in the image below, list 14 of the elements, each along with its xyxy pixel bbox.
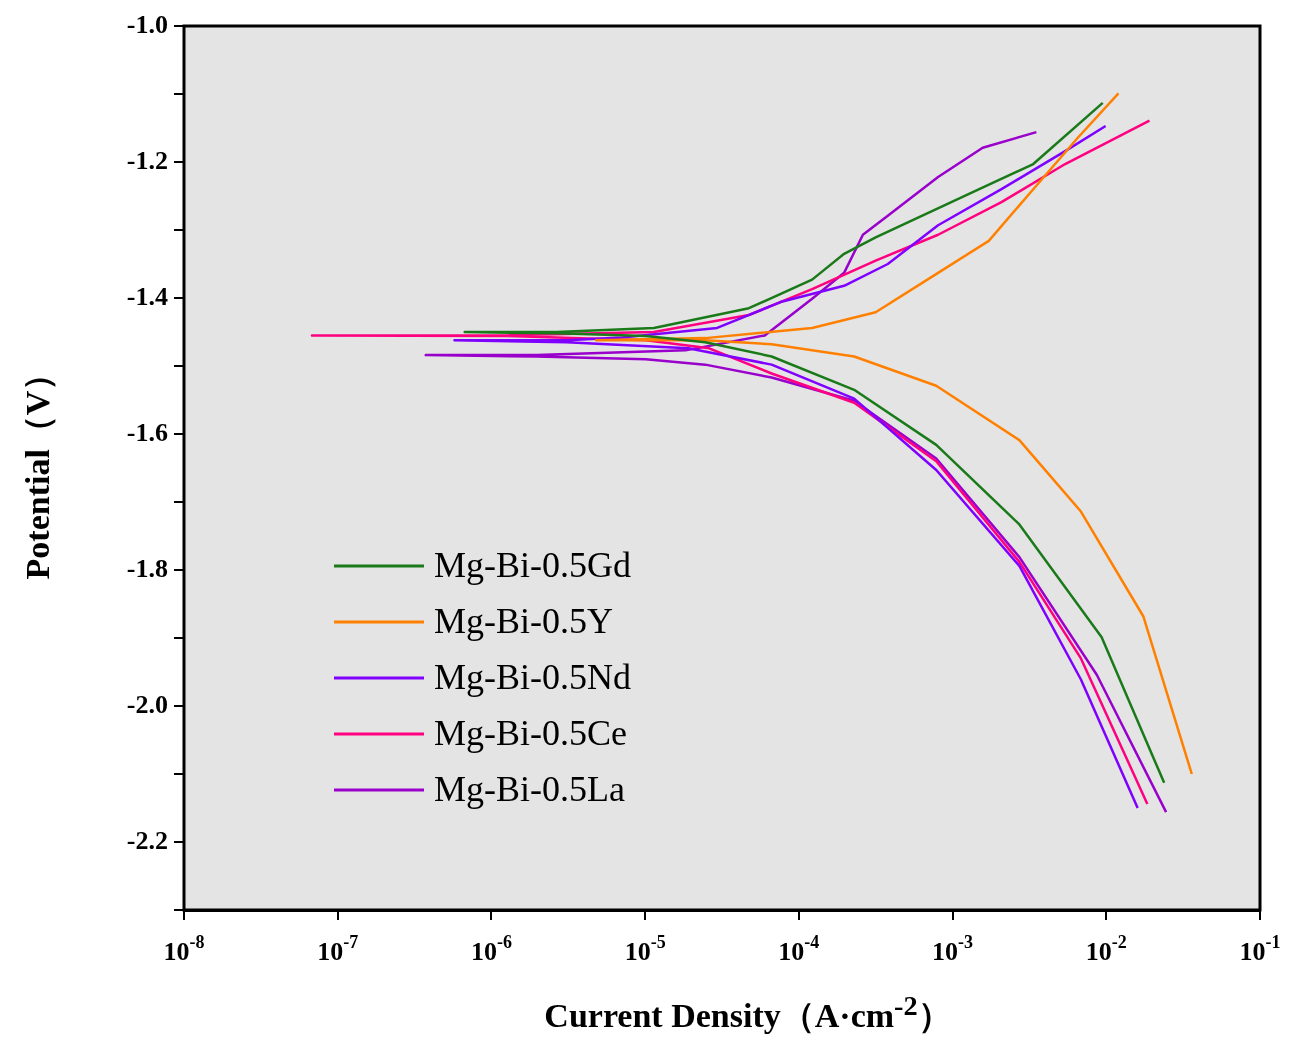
y-tick-label: -1.0 (126, 9, 168, 39)
y-tick-label: -1.8 (126, 553, 168, 583)
legend-label: Mg-Bi-0.5La (434, 769, 625, 810)
y-tick-label: -2.0 (126, 689, 168, 719)
y-tick-label: -2.2 (126, 825, 168, 855)
y-tick-label: -1.6 (126, 417, 168, 447)
legend-label: Mg-Bi-0.5Ce (434, 713, 627, 754)
legend-label: Mg-Bi-0.5Y (434, 601, 613, 642)
y-tick-label: -1.2 (126, 145, 168, 175)
legend-label: Mg-Bi-0.5Gd (434, 545, 631, 586)
y-tick-label: -1.4 (126, 281, 168, 311)
legend-label: Mg-Bi-0.5Nd (434, 657, 631, 698)
y-axis-title: Potential（V） (18, 355, 57, 582)
x-axis-title: Current Density（A·cm$^{-2}$） (543, 989, 953, 1037)
